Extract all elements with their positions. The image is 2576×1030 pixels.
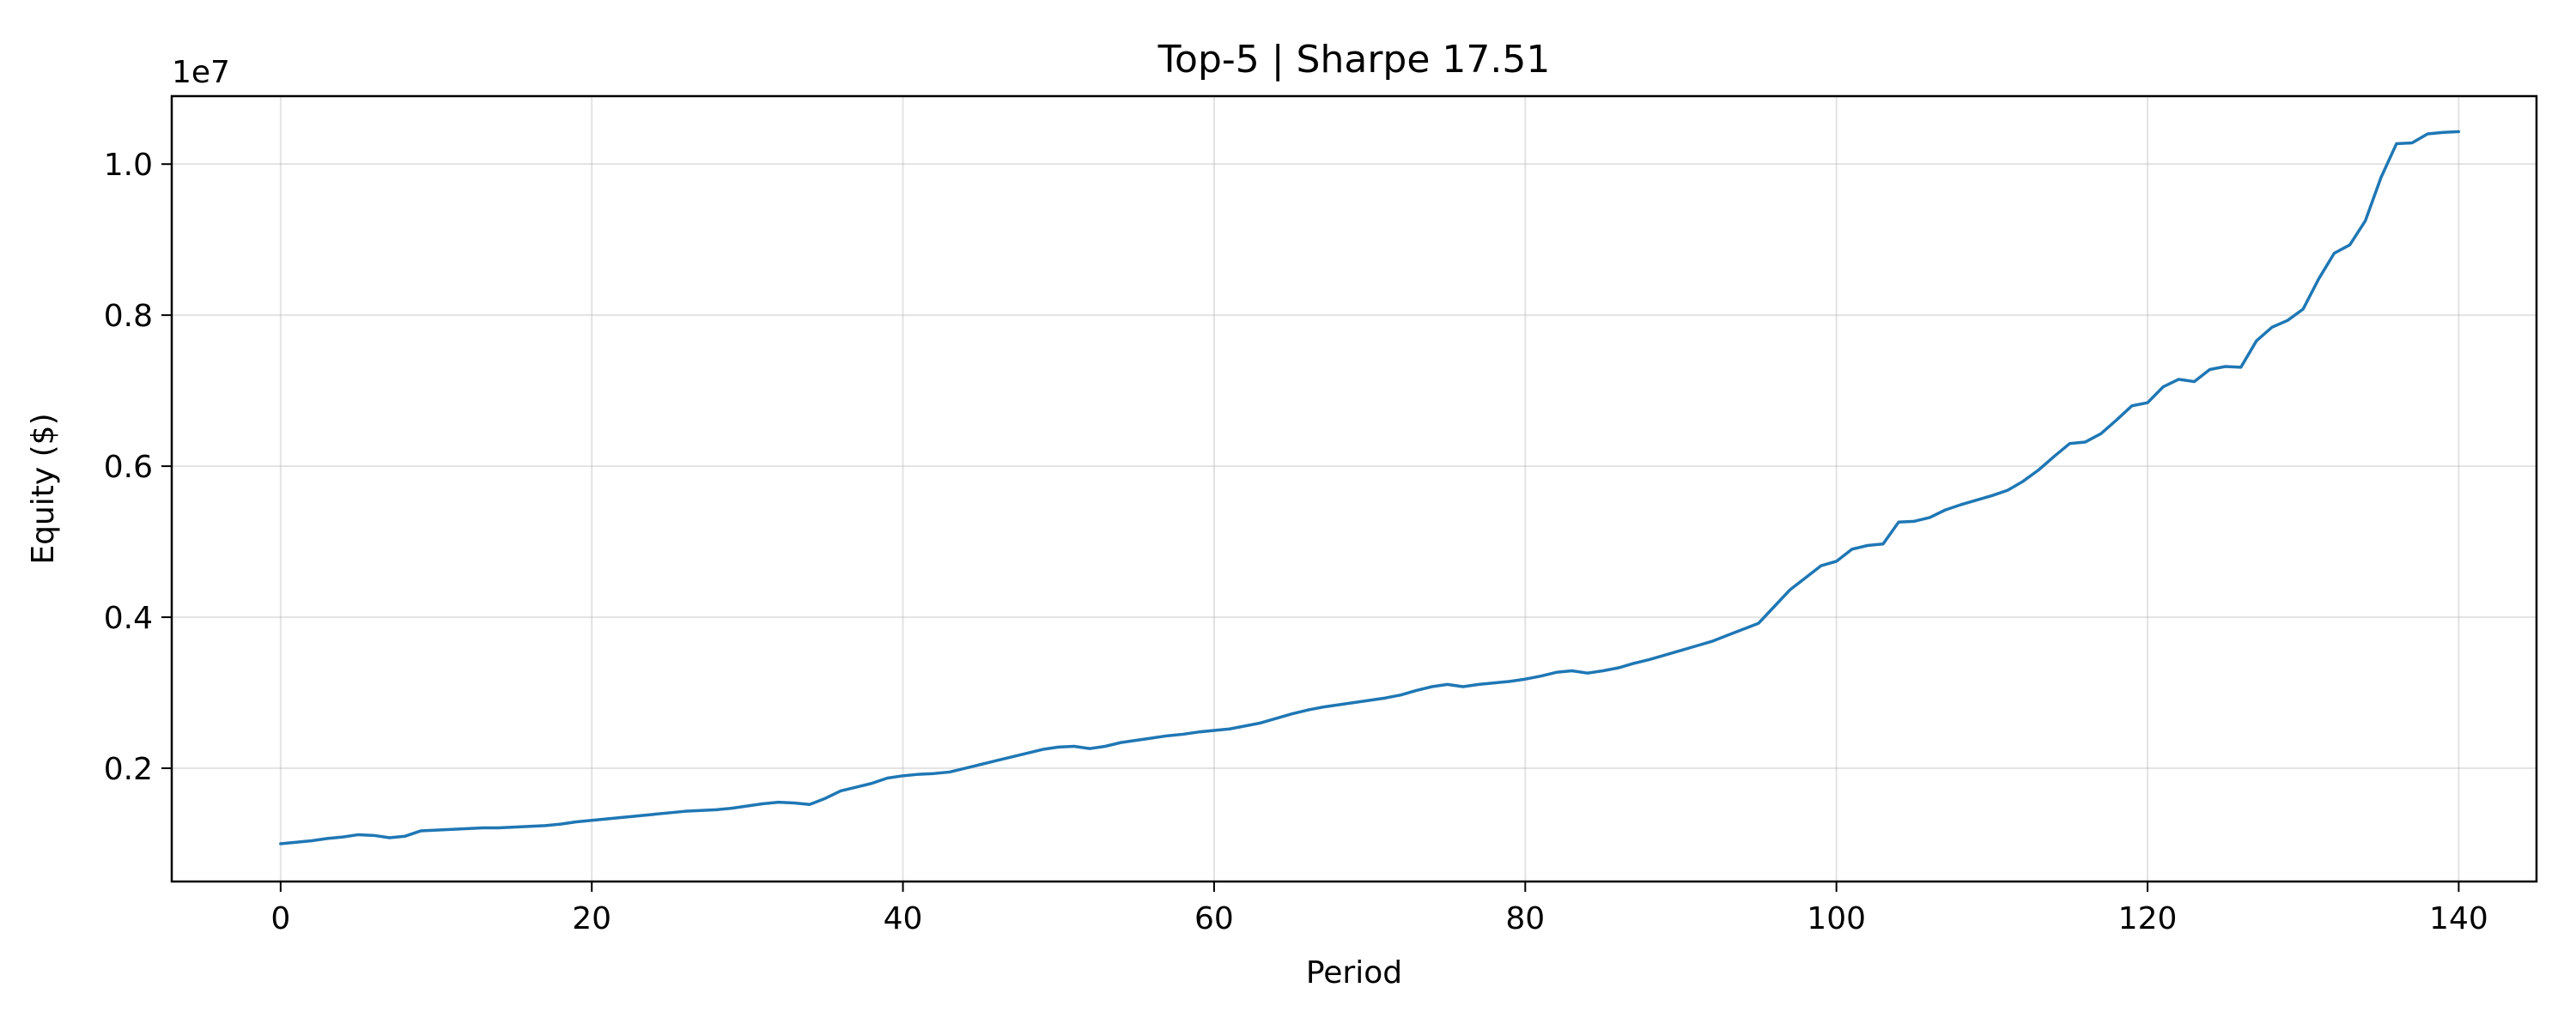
y-tick-label: 0.2 <box>104 752 153 787</box>
x-tick-label: 60 <box>1194 901 1234 936</box>
x-tick-label: 80 <box>1505 901 1545 936</box>
x-tick-label: 0 <box>270 901 290 936</box>
plot-frame <box>170 94 2538 883</box>
x-axis-label: Period <box>1306 955 1402 991</box>
grid <box>172 96 2537 882</box>
y-tick-label: 0.4 <box>104 601 153 636</box>
series-line-equity <box>279 130 2461 845</box>
y-tick-label: 0.8 <box>104 299 153 334</box>
x-tick-label: 40 <box>884 901 923 936</box>
y-tick-label: 0.6 <box>104 450 153 485</box>
y-axis-offset-label: 1e7 <box>172 55 230 90</box>
x-tick-label: 20 <box>572 901 611 936</box>
ticks: 0 20 40 60 80 100 120 140 0.2 0.4 0.6 0.8 1.0 <box>104 148 2488 936</box>
x-tick-label: 140 <box>2429 901 2488 936</box>
y-axis-label: Equity ($) <box>26 413 61 564</box>
chart-title: Top-5 | Sharpe 17.51 <box>1157 38 1551 82</box>
x-tick-label: 120 <box>2118 901 2178 936</box>
x-tick-label: 100 <box>1807 901 1866 936</box>
y-tick-label: 1.0 <box>104 148 153 183</box>
